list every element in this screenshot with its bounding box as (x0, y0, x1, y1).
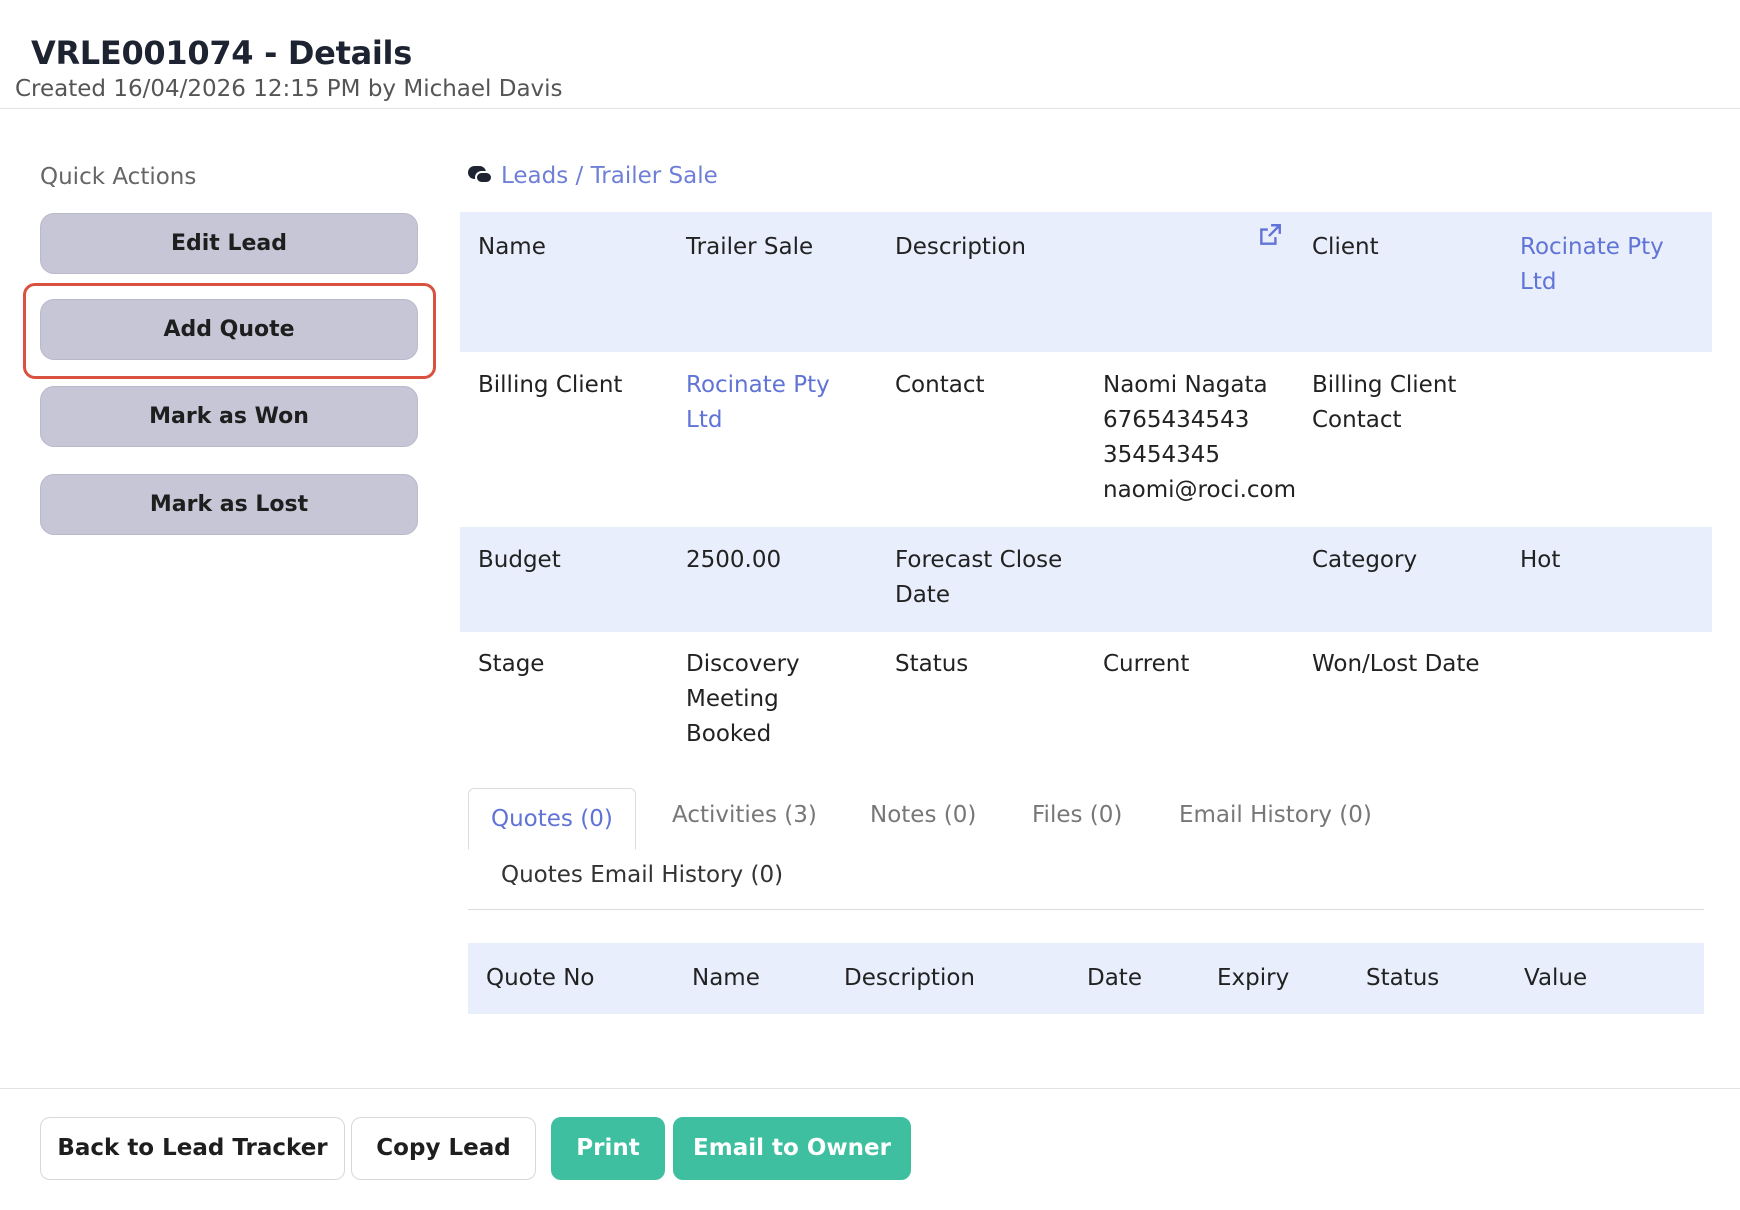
column-quote-no: Quote No (486, 965, 595, 991)
column-date: Date (1087, 965, 1142, 991)
breadcrumb[interactable]: Leads / Trailer Sale (468, 163, 718, 189)
category-value: Hot (1520, 547, 1561, 573)
email-to-owner-button[interactable]: Email to Owner (673, 1117, 911, 1180)
tab-quotes[interactable]: Quotes (0) (468, 788, 636, 850)
category-label: Category (1312, 547, 1418, 573)
stage-value: Discovery Meeting Booked (686, 651, 800, 747)
name-label: Name (478, 234, 546, 260)
contact-phone-2: 35454345 (1103, 442, 1221, 468)
client-link[interactable]: Rocinate Pty Ltd (1520, 234, 1664, 295)
contact-email: naomi@roci.com (1103, 477, 1297, 503)
details-row-4: Stage Discovery Meeting Booked Status Cu… (460, 632, 1712, 782)
breadcrumb-text[interactable]: Leads / Trailer Sale (501, 163, 718, 189)
forecast-close-date-label: Forecast Close Date (895, 547, 1063, 608)
tab-notes[interactable]: Notes (0) (870, 802, 977, 828)
add-quote-button[interactable]: Add Quote (40, 299, 418, 360)
client-label: Client (1312, 234, 1379, 260)
detail-tabs: Quotes (0) Activities (3) Notes (0) File… (468, 788, 1704, 910)
details-row-1: Name Trailer Sale Description Client Roc… (460, 212, 1712, 352)
status-label: Status (895, 651, 969, 677)
budget-value: 2500.00 (686, 547, 782, 573)
column-description: Description (844, 965, 975, 991)
column-name: Name (692, 965, 760, 991)
copy-lead-button[interactable]: Copy Lead (351, 1117, 536, 1180)
tab-email-history[interactable]: Email History (0) (1179, 802, 1372, 828)
description-label: Description (895, 234, 1026, 260)
external-link-icon[interactable] (1257, 222, 1283, 248)
column-value: Value (1524, 965, 1588, 991)
column-status: Status (1366, 965, 1440, 991)
billing-client-link[interactable]: Rocinate Pty Ltd (686, 372, 830, 433)
mark-as-lost-button[interactable]: Mark as Lost (40, 474, 418, 535)
contact-label: Contact (895, 372, 985, 398)
details-row-2: Billing Client Rocinate Pty Ltd Contact … (460, 352, 1712, 527)
quotes-table-header: Quote No Name Description Date Expiry St… (468, 943, 1704, 1014)
lead-details: Name Trailer Sale Description Client Roc… (460, 212, 1712, 782)
back-to-lead-tracker-button[interactable]: Back to Lead Tracker (40, 1117, 345, 1180)
edit-lead-button[interactable]: Edit Lead (40, 213, 418, 274)
details-row-3: Budget 2500.00 Forecast Close Date Categ… (460, 527, 1712, 632)
page-title: VRLE001074 - Details (31, 34, 412, 72)
billing-client-label: Billing Client (478, 372, 623, 398)
print-button[interactable]: Print (551, 1117, 665, 1180)
tab-activities[interactable]: Activities (3) (672, 802, 817, 828)
comments-icon (468, 166, 493, 186)
won-lost-date-label: Won/Lost Date (1312, 651, 1480, 677)
name-value: Trailer Sale (686, 234, 814, 260)
contact-name: Naomi Nagata (1103, 372, 1268, 398)
page-header: VRLE001074 - Details Created 16/04/2026 … (0, 0, 1740, 109)
mark-as-won-button[interactable]: Mark as Won (40, 386, 418, 447)
contact-phone-1: 6765434543 (1103, 407, 1250, 433)
status-value: Current (1103, 651, 1190, 677)
page-subtitle: Created 16/04/2026 12:15 PM by Michael D… (15, 76, 563, 102)
billing-client-contact-label: Billing Client Contact (1312, 372, 1457, 433)
footer-actions: Back to Lead Tracker Copy Lead Print Ema… (0, 1088, 1740, 1210)
budget-label: Budget (478, 547, 561, 573)
tab-files[interactable]: Files (0) (1032, 802, 1123, 828)
column-expiry: Expiry (1217, 965, 1290, 991)
stage-label: Stage (478, 651, 545, 677)
tab-quotes-email-history[interactable]: Quotes Email History (0) (501, 862, 784, 888)
quick-actions-heading: Quick Actions (40, 164, 197, 190)
